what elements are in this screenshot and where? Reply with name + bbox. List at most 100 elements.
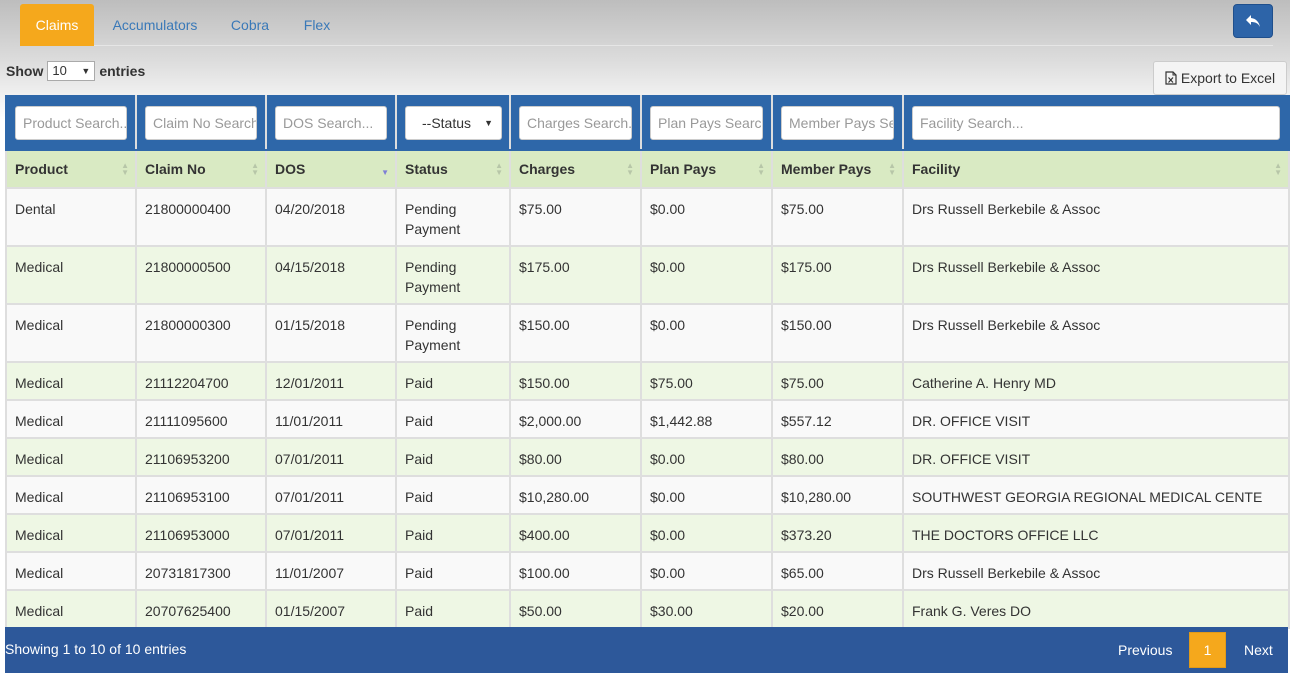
sort-both-icon: ▲ ▼ [626,161,634,177]
plan-pays-cell: $0.00 [640,245,773,305]
header-row: Product ▲ ▼ Claim No ▲ ▼ DOS ▼ Status ▲ ▼ Charg… [5,149,1290,189]
tab-claims[interactable]: Claims [20,4,94,46]
entries-label: entries [99,63,146,79]
table-row[interactable]: Medical 21800000500 04/15/2018 Pending Paym… [5,245,1290,305]
charges-cell: $80.00 [509,437,642,477]
export-excel-button[interactable]: Export to Excel [1153,61,1287,95]
entries-select[interactable]: 10 ▼ [47,61,96,81]
export-label: Export to Excel [1180,70,1276,86]
member-pays-cell: $175.00 [771,245,904,305]
charges-cell: $2,000.00 [509,399,642,439]
charges-cell: $150.00 [509,361,642,401]
facility-cell: Drs Russell Berkebile & Assoc [902,551,1290,591]
status-filter-value: --Status [422,115,472,131]
plan-pays-cell: $0.00 [640,551,773,591]
product-cell: Medical [5,589,137,629]
table-row[interactable]: Medical 20731817300 11/01/2007 Paid $100.00 $… [5,551,1290,591]
claim-no-cell: 21106953200 [135,437,267,477]
member-pays-search-input[interactable]: Member Pays Search... [781,106,894,140]
sort-both-icon: ▲ ▼ [121,161,129,177]
product-cell: Medical [5,551,137,591]
product-cell: Medical [5,303,137,363]
table-row[interactable]: Medical 21106953100 07/01/2011 Paid $10,280.… [5,475,1290,515]
table-row[interactable]: Medical 21800000300 01/15/2018 Pending Paym… [5,303,1290,363]
previous-page-button[interactable]: Previous [1118,642,1173,658]
table-row[interactable]: Medical 21106953000 07/01/2011 Paid $400.00 $… [5,513,1290,553]
product-search-input[interactable]: Product Search... [15,106,127,140]
product-cell: Medical [5,361,137,401]
tab-bar: Claims Accumulators Cobra Flex [20,4,1273,46]
tab-flex[interactable]: Flex [303,17,331,33]
table-row[interactable]: Medical 21112204700 12/01/2011 Paid $150.00 $… [5,361,1290,401]
facility-search-input[interactable]: Facility Search... [912,106,1280,140]
claim-no-search-input[interactable]: Claim No Search... [145,106,257,140]
column-header-label: DOS [275,161,306,177]
dos-search-input[interactable]: DOS Search... [275,106,387,140]
plan-pays-search-input[interactable]: Plan Pays Search... [650,106,763,140]
plan-pays-cell: $0.00 [640,475,773,515]
column-header-dos[interactable]: DOS ▼ [265,149,397,189]
claim-no-cell: 21106953100 [135,475,267,515]
member-pays-cell: $150.00 [771,303,904,363]
claim-no-cell: 21800000300 [135,303,267,363]
member-pays-cell: $65.00 [771,551,904,591]
plan-pays-cell: $30.00 [640,589,773,629]
back-button[interactable] [1233,4,1273,38]
plan-pays-cell: $0.00 [640,437,773,477]
product-cell: Medical [5,399,137,439]
table-row[interactable]: Medical 20707625400 01/15/2007 Paid $50.00 $3… [5,589,1290,629]
column-header-label: Plan Pays [650,161,717,177]
claim-no-cell: 21111095600 [135,399,267,439]
sort-both-icon: ▲ ▼ [1274,161,1282,177]
charges-cell: $50.00 [509,589,642,629]
sort-both-icon: ▲ ▼ [757,161,765,177]
table-row[interactable]: Medical 21106953200 07/01/2011 Paid $80.00 $0… [5,437,1290,477]
facility-cell: Drs Russell Berkebile & Assoc [902,187,1290,247]
claim-no-cell: 20707625400 [135,589,267,629]
column-header-label: Member Pays [781,161,872,177]
claim-no-cell: 20731817300 [135,551,267,591]
sort-both-icon: ▲ ▼ [495,161,503,177]
column-header-label: Product [15,161,68,177]
facility-cell: DR. OFFICE VISIT [902,437,1290,477]
charges-search-input[interactable]: Charges Search... [519,106,632,140]
claim-no-cell: 21800000500 [135,245,267,305]
table-row[interactable]: Dental 21800000400 04/20/2018 Pending Payme… [5,187,1290,247]
column-header-label: Facility [912,161,961,177]
member-pays-cell: $373.20 [771,513,904,553]
tab-cobra[interactable]: Cobra [230,17,270,33]
status-filter-select[interactable]: --Status ▼ [405,106,502,140]
product-cell: Medical [5,475,137,515]
search-row: Product Search... Claim No Search... DOS… [5,95,1290,151]
column-header-member-pays[interactable]: Member Pays ▲ ▼ [771,149,904,189]
member-pays-cell: $75.00 [771,187,904,247]
plan-pays-cell: $0.00 [640,513,773,553]
sort-both-icon: ▲ ▼ [888,161,896,177]
facility-cell: Drs Russell Berkebile & Assoc [902,245,1290,305]
column-header-charges[interactable]: Charges ▲ ▼ [509,149,642,189]
table-row[interactable]: Medical 21111095600 11/01/2011 Paid $2,000.0… [5,399,1290,439]
column-header-product[interactable]: Product ▲ ▼ [5,149,137,189]
column-header-status[interactable]: Status ▲ ▼ [395,149,511,189]
plan-pays-cell: $75.00 [640,361,773,401]
plan-pays-cell: $0.00 [640,187,773,247]
sort-both-icon: ▲ ▼ [251,161,259,177]
status-cell: Paid [395,437,511,477]
dos-cell: 04/15/2018 [265,245,397,305]
table-body: Dental 21800000400 04/20/2018 Pending Payme… [5,187,1290,629]
page-1-button[interactable]: 1 [1189,632,1226,668]
next-page-button[interactable]: Next [1244,642,1273,658]
facility-cell: Frank G. Veres DO [902,589,1290,629]
show-label: Show [6,63,44,79]
tab-accumulators[interactable]: Accumulators [112,17,198,33]
member-pays-cell: $80.00 [771,437,904,477]
column-header-facility[interactable]: Facility ▲ ▼ [902,149,1290,189]
status-cell: Paid [395,475,511,515]
table-info: Showing 1 to 10 of 10 entries [5,641,187,657]
column-header-plan-pays[interactable]: Plan Pays ▲ ▼ [640,149,773,189]
charges-cell: $75.00 [509,187,642,247]
status-cell: Pending Payment [395,245,511,305]
column-header-label: Charges [519,161,576,177]
column-header-claim-no[interactable]: Claim No ▲ ▼ [135,149,267,189]
dos-cell: 01/15/2018 [265,303,397,363]
